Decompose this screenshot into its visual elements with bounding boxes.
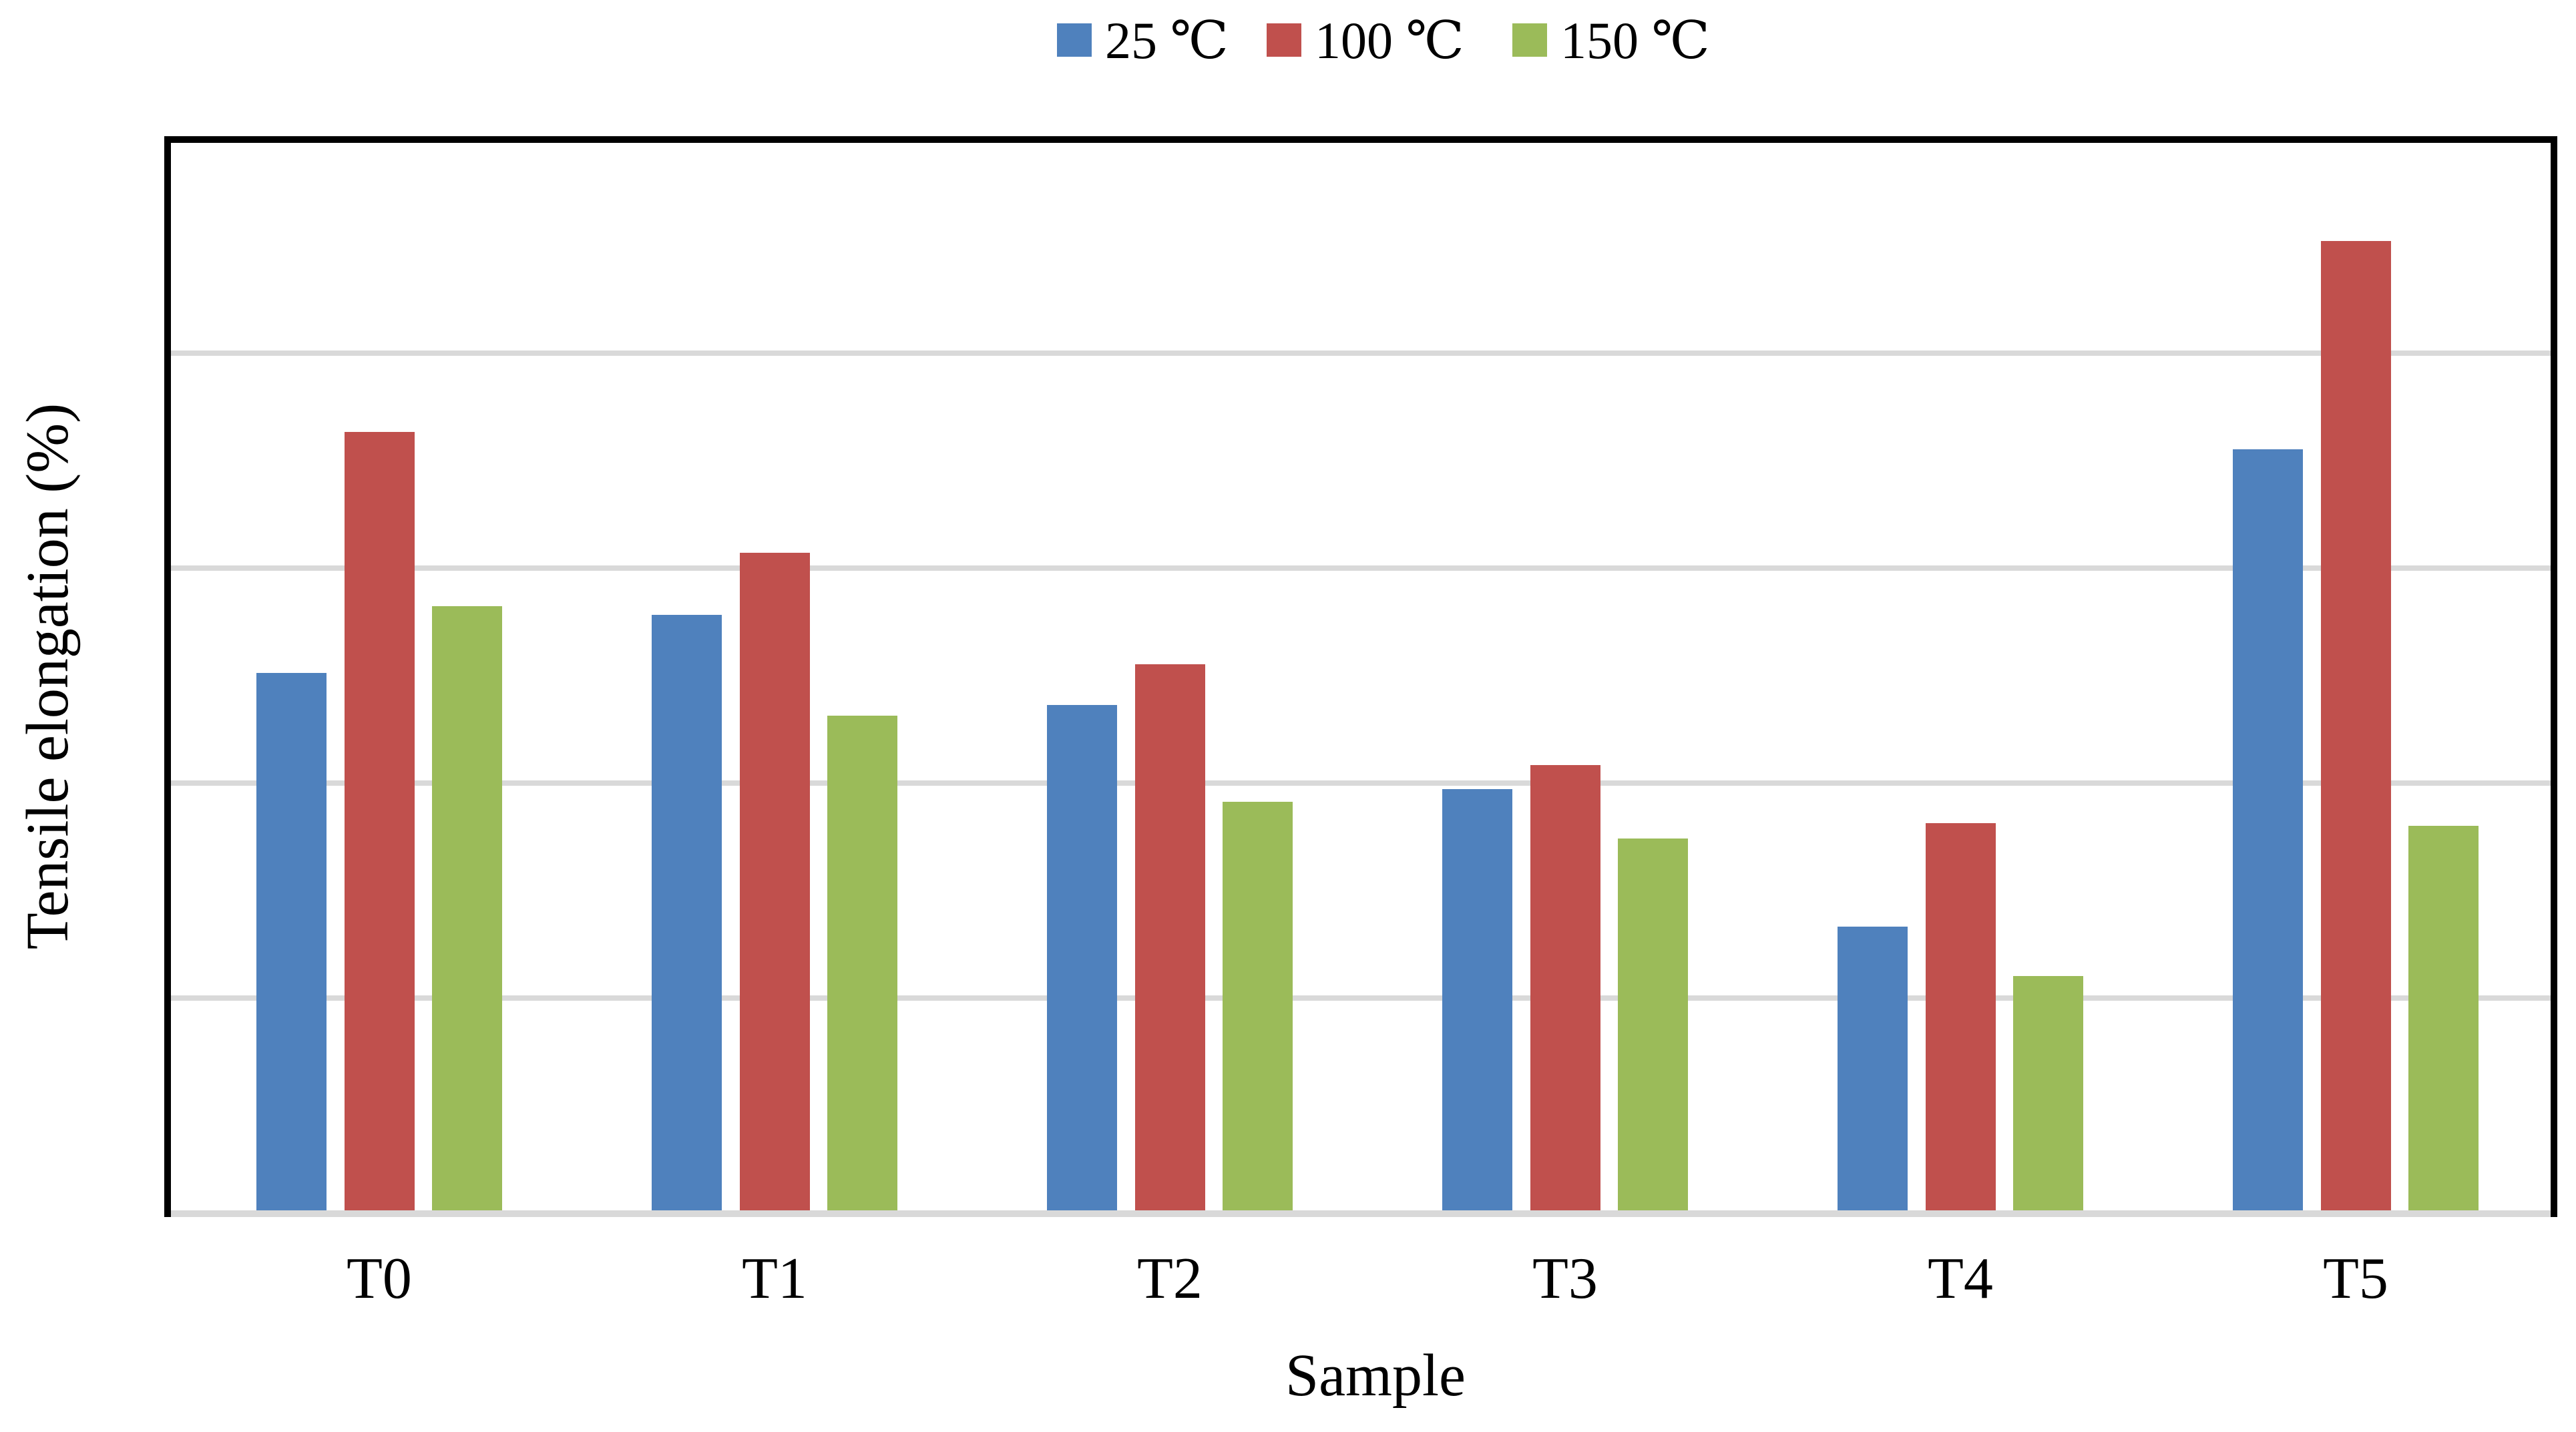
x-axis-title: Sample	[1285, 1343, 1466, 1409]
plot-border-left	[164, 136, 171, 1217]
plot-border-right	[2551, 136, 2557, 1217]
bar-T3-150 ℃	[1618, 839, 1688, 1210]
bar-T4-100 ℃	[1926, 823, 1996, 1210]
legend-swatch-icon	[1057, 23, 1092, 57]
x-tick-label-T3: T3	[1532, 1246, 1598, 1311]
x-tick-label-T4: T4	[1928, 1246, 1993, 1311]
bar-T5-25 ℃	[2233, 449, 2303, 1210]
bar-T3-100 ℃	[1530, 765, 1600, 1210]
x-tick-label-T0: T0	[347, 1246, 412, 1311]
bar-T0-25 ℃	[256, 673, 327, 1210]
y-gridline	[171, 995, 2551, 1001]
legend-swatch-icon	[1267, 23, 1301, 57]
bar-T2-25 ℃	[1047, 705, 1117, 1210]
y-gridline	[171, 780, 2551, 786]
y-gridline	[171, 350, 2551, 356]
bar-T4-25 ℃	[1838, 927, 1908, 1210]
x-tick-label-T1: T1	[742, 1246, 807, 1311]
bar-T0-100 ℃	[345, 432, 415, 1210]
y-gridline	[171, 565, 2551, 571]
bar-T4-150 ℃	[2013, 976, 2083, 1210]
legend-label: 25 ℃	[1105, 11, 1229, 69]
legend-label: 100 ℃	[1315, 11, 1464, 69]
bar-T1-150 ℃	[827, 716, 897, 1210]
bar-T5-100 ℃	[2321, 241, 2391, 1210]
bar-T2-100 ℃	[1135, 664, 1205, 1210]
x-tick-label-T5: T5	[2323, 1246, 2388, 1311]
x-axis-line	[164, 1210, 2557, 1217]
plot-border-top	[164, 136, 2557, 143]
bar-T2-150 ℃	[1223, 802, 1293, 1210]
bar-T1-100 ℃	[740, 553, 810, 1210]
x-tick-label-T2: T2	[1137, 1246, 1203, 1311]
legend-label: 150 ℃	[1560, 11, 1710, 69]
bar-T5-150 ℃	[2408, 826, 2479, 1210]
legend-swatch-icon	[1512, 23, 1547, 57]
bar-T3-25 ℃	[1442, 789, 1512, 1210]
bar-T0-150 ℃	[432, 606, 502, 1210]
bar-T1-25 ℃	[652, 615, 722, 1210]
